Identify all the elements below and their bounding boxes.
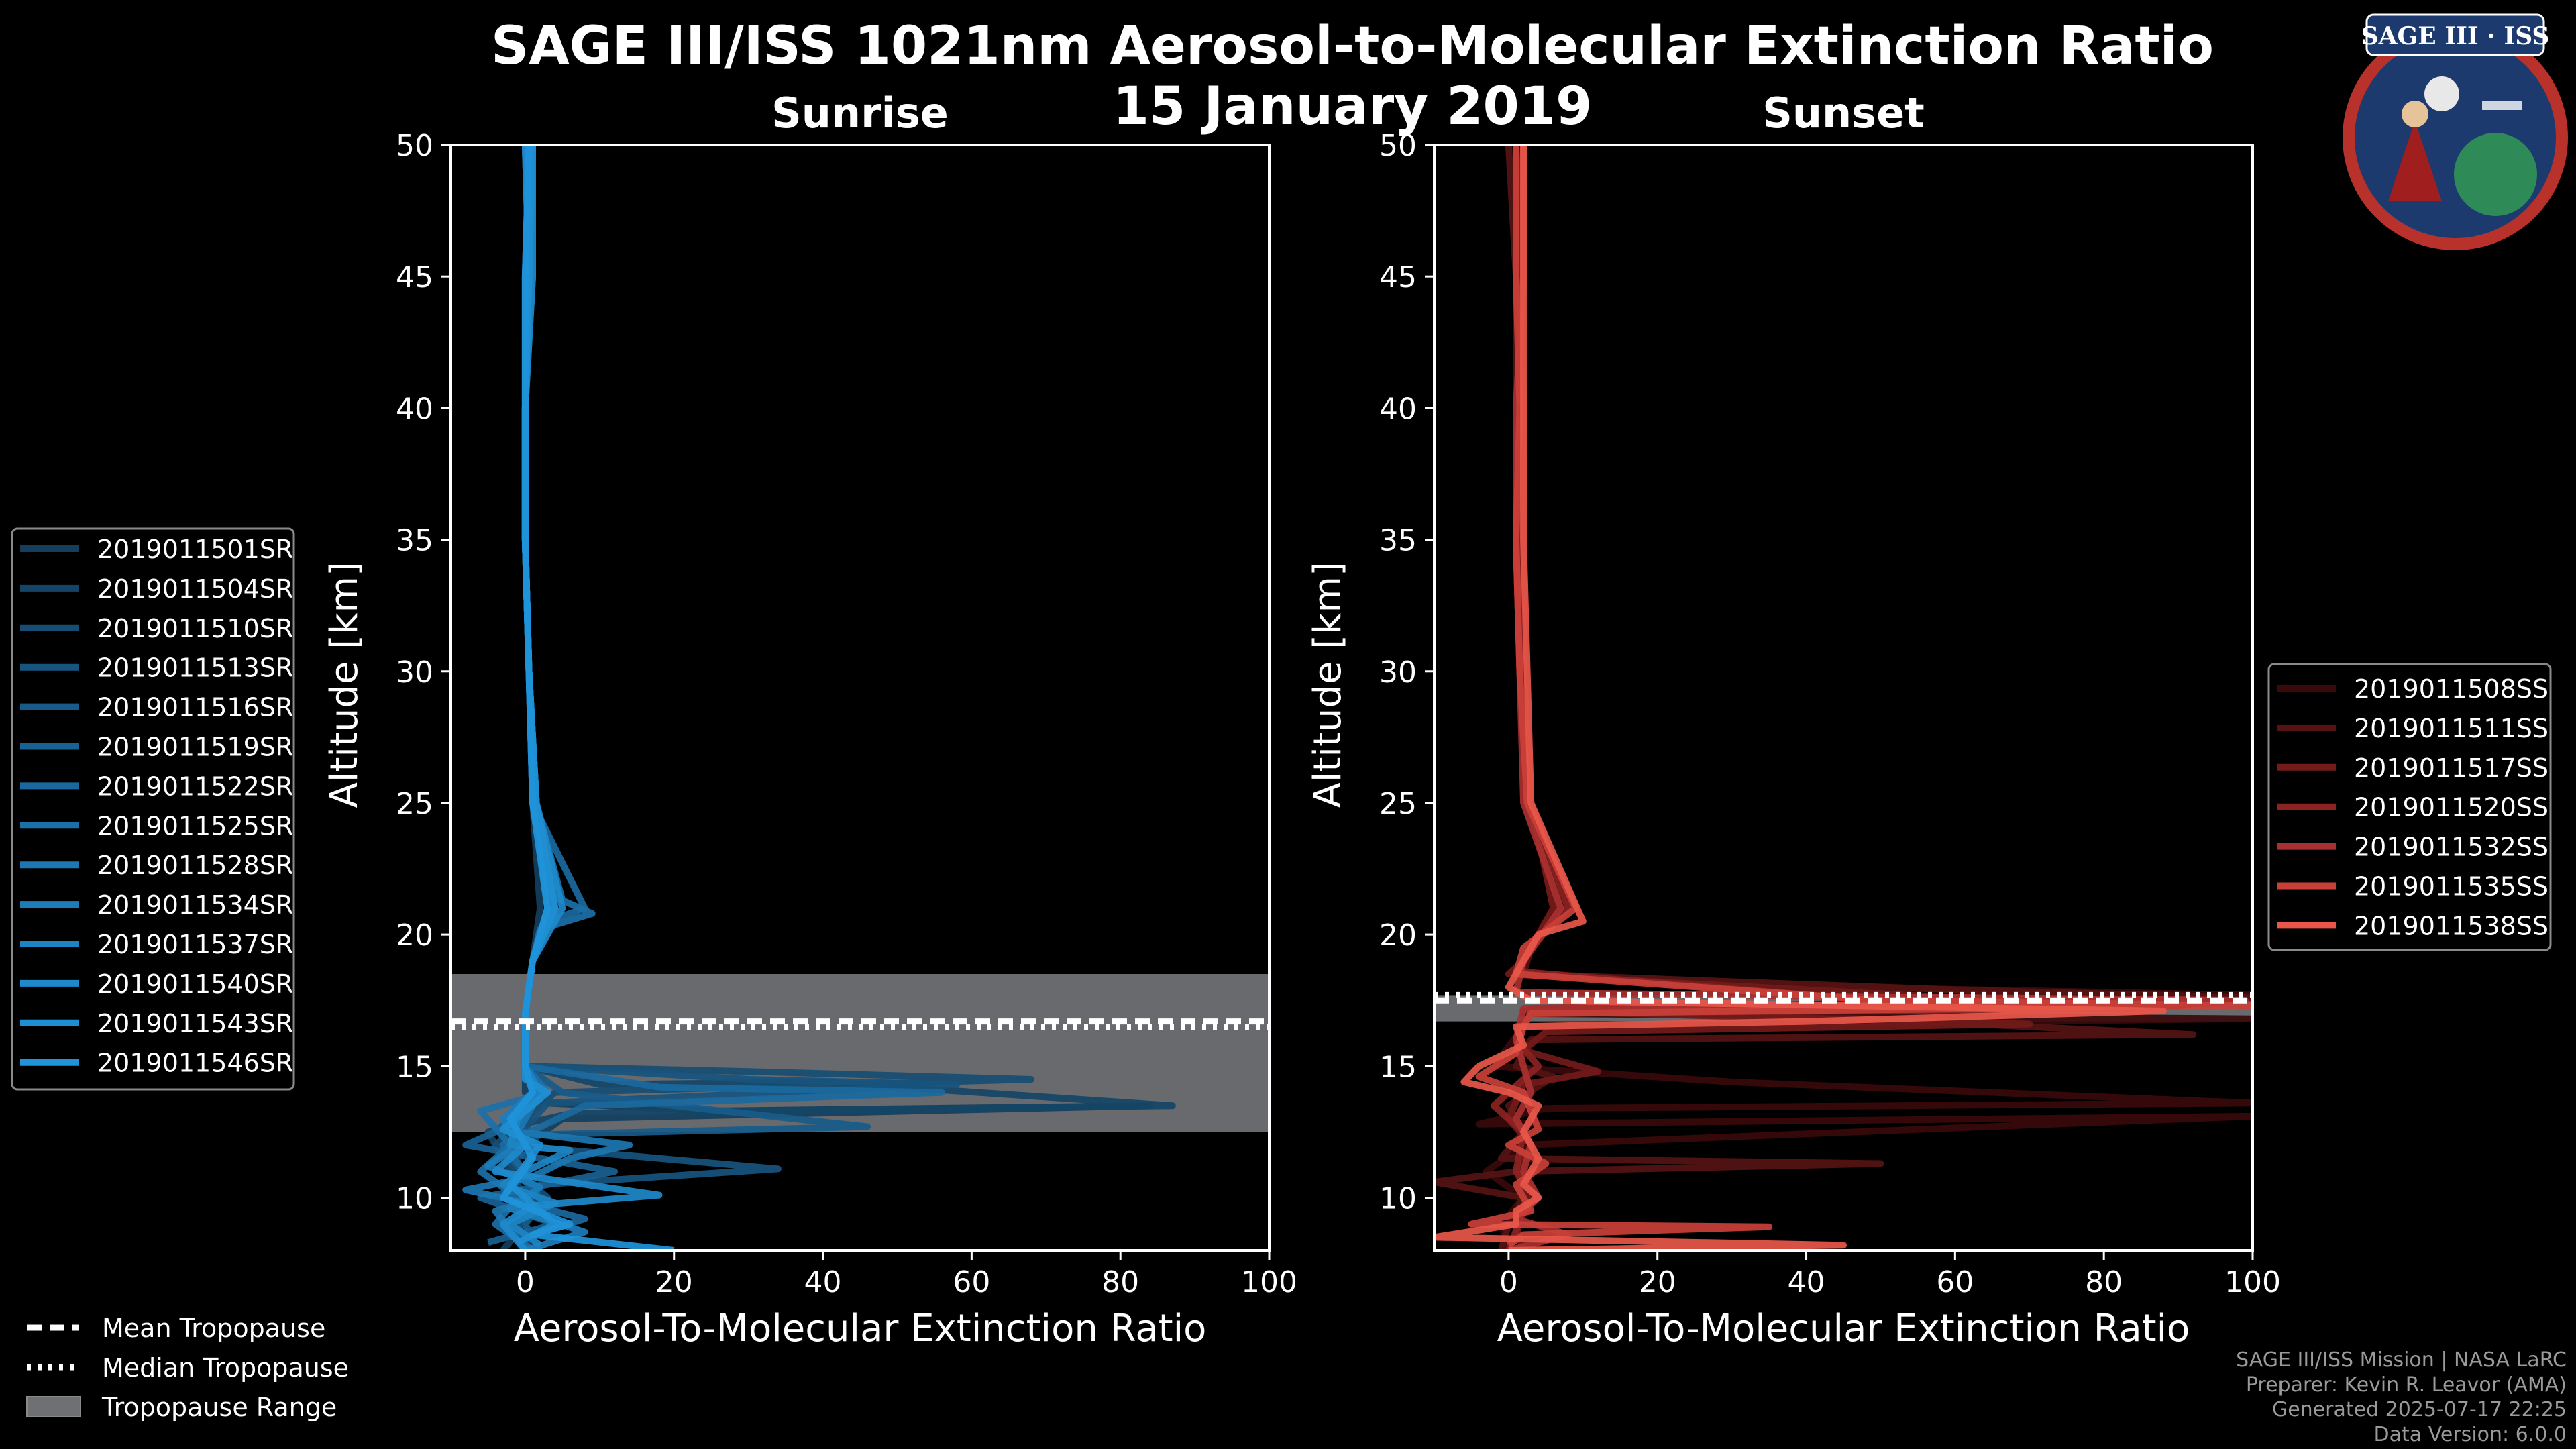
figure-title: SAGE III/ISS 1021nm Aerosol-to-Molecular… [491, 16, 2214, 76]
patch-figure-head [2402, 101, 2428, 127]
x-tick-label: 100 [1241, 1265, 1297, 1299]
x-tick-label: 80 [1102, 1265, 1139, 1299]
y-tick-label: 50 [396, 129, 433, 163]
x-axis-label: Aerosol-To-Molecular Extinction Ratio [1497, 1307, 2190, 1350]
legend-label-2019011534SR: 2019011534SR [97, 890, 293, 920]
tropopause-legend: Mean Tropopause Median Tropopause Tropop… [26, 1313, 349, 1422]
sunrise-legend-frame [11, 527, 295, 1091]
legend-label-2019011517SS: 2019011517SS [2354, 753, 2548, 783]
legend-label-2019011532SS: 2019011532SS [2354, 833, 2548, 862]
series-line-2019011546SR [499, 145, 675, 1250]
y-tick-label: 30 [396, 655, 433, 690]
sunset-legend-entries: 2019011508SS 2019011511SS 2019011517SS 2019… [2277, 674, 2548, 941]
legend-label-2019011537SR: 2019011537SR [97, 930, 293, 959]
y-tick-label: 35 [1379, 524, 1417, 558]
figure-date: 15 January 2019 [1113, 76, 1593, 137]
y-tick-label: 10 [396, 1182, 433, 1216]
legend-label-2019011516SR: 2019011516SR [97, 693, 293, 722]
legend-label-2019011513SR: 2019011513SR [97, 653, 293, 683]
panel-title: Sunrise [771, 89, 949, 138]
sunrise-legend-entries: 2019011501SR 2019011504SR 2019011510SR 2019… [20, 535, 293, 1078]
median-tropopause-label: Median Tropopause [102, 1353, 349, 1383]
tropopause-range-label: Tropopause Range [101, 1393, 337, 1422]
legend-label-2019011501SR: 2019011501SR [97, 535, 293, 564]
legend-label-2019011540SR: 2019011540SR [97, 969, 293, 999]
x-tick-label: 0 [1499, 1265, 1518, 1299]
y-tick-label: 45 [1379, 260, 1417, 294]
x-tick-label: 40 [804, 1265, 842, 1299]
x-tick-label: 40 [1788, 1265, 1825, 1299]
credits-line-3: Generated 2025-07-17 22:25 [2272, 1398, 2567, 1421]
legend-label-2019011504SR: 2019011504SR [97, 574, 293, 604]
legend-label-2019011520SS: 2019011520SS [2354, 793, 2548, 822]
y-tick-label: 15 [396, 1050, 433, 1084]
y-tick-label: 25 [1379, 787, 1417, 821]
y-tick-label: 30 [1379, 655, 1417, 690]
y-tick-label: 20 [396, 918, 433, 953]
patch-figure [2388, 121, 2442, 201]
legend-label-2019011510SR: 2019011510SR [97, 614, 293, 643]
x-tick-label: 60 [1936, 1265, 1974, 1299]
patch-banner [2365, 13, 2545, 56]
series-group [462, 145, 1176, 1250]
legend-label-2019011535SS: 2019011535SS [2354, 872, 2548, 902]
sunset-panel: 0 20 40 60 80 100 10 15 20 25 30 35 40 45 50 Sunset Aero… [1306, 89, 2281, 1350]
axes-frame [1433, 144, 2254, 1252]
x-tick-label: 20 [655, 1265, 693, 1299]
mean-tropopause-label: Mean Tropopause [102, 1313, 325, 1343]
legend-label-2019011543SR: 2019011543SR [97, 1009, 293, 1038]
tropopause-range-swatch [26, 1396, 81, 1417]
x-tick-label: 60 [953, 1265, 990, 1299]
y-tick-label: 50 [1379, 129, 1417, 163]
y-tick-label: 10 [1379, 1182, 1417, 1216]
sunset-legend-frame [2267, 663, 2552, 951]
y-tick-label: 40 [396, 392, 433, 426]
axes-frame [449, 144, 1271, 1252]
patch-title: SAGE III · ISS [2361, 22, 2550, 50]
patch-station [2482, 101, 2522, 110]
legend-label-2019011519SR: 2019011519SR [97, 733, 293, 762]
credits-line-4: Data Version: 6.0.0 [2374, 1423, 2567, 1446]
panel-title: Sunset [1762, 89, 1925, 138]
credits-line-2: Preparer: Kevin R. Leavor (AMA) [2246, 1373, 2567, 1397]
y-tick-label: 45 [396, 260, 433, 294]
sunset-legend: 2019011508SS 2019011511SS 2019011517SS 2019… [2267, 663, 2552, 951]
y-tick-label: 40 [1379, 392, 1417, 426]
patch-inner-field [2355, 37, 2556, 238]
legend-label-2019011522SR: 2019011522SR [97, 771, 293, 801]
legend-label-2019011538SS: 2019011538SS [2354, 911, 2548, 941]
legend-label-2019011546SR: 2019011546SR [97, 1049, 293, 1078]
x-tick-label: 100 [2224, 1265, 2281, 1299]
patch-moon [2424, 76, 2459, 111]
sunrise-panel: 0 20 40 60 80 100 10 15 20 25 30 35 40 45 50 Sunrise Aer… [323, 89, 1297, 1350]
credits-block: SAGE III/ISS Mission | NASA LaRC Prepare… [2236, 1348, 2567, 1446]
patch-earth [2454, 133, 2537, 216]
series-line-2019011538SS [1434, 145, 2167, 1250]
series-group [1434, 145, 2253, 1250]
credits-line-1: SAGE III/ISS Mission | NASA LaRC [2236, 1348, 2567, 1372]
legend-label-2019011528SR: 2019011528SR [97, 851, 293, 880]
y-tick-label: 20 [1379, 918, 1417, 953]
legend-label-2019011511SS: 2019011511SS [2354, 714, 2548, 743]
sunrise-legend: 2019011501SR 2019011504SR 2019011510SR 2019… [11, 527, 295, 1091]
legend-label-2019011508SS: 2019011508SS [2354, 674, 2548, 704]
y-axis-label: Altitude [km] [323, 561, 366, 808]
y-tick-label: 25 [396, 787, 433, 821]
x-tick-label: 80 [2085, 1265, 2123, 1299]
x-axis-label: Aerosol-To-Molecular Extinction Ratio [514, 1307, 1207, 1350]
legend-label-2019011525SR: 2019011525SR [97, 811, 293, 841]
x-tick-label: 0 [516, 1265, 535, 1299]
x-tick-label: 20 [1639, 1265, 1676, 1299]
y-tick-label: 35 [396, 524, 433, 558]
y-tick-label: 15 [1379, 1050, 1417, 1084]
y-axis-label: Altitude [km] [1306, 561, 1350, 808]
mission-patch-icon: SAGE III · ISS [2343, 13, 2568, 250]
